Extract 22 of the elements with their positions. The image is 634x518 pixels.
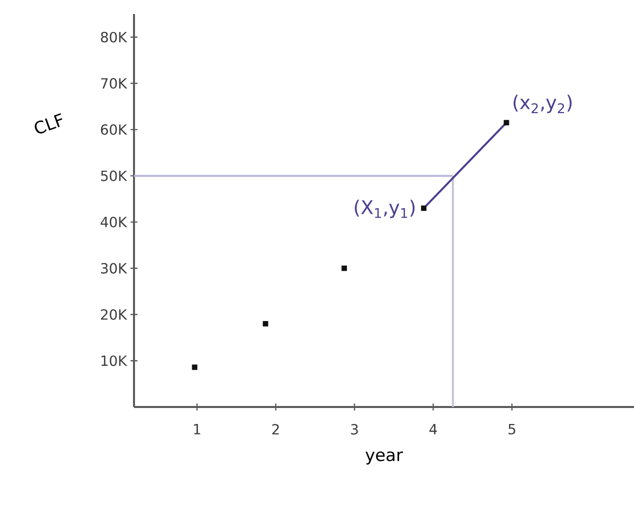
y-tick-label: 70K: [101, 78, 128, 89]
y-tick-label: 80K: [100, 32, 128, 42]
y-tick-label: 60K: [100, 124, 128, 135]
point: [421, 205, 426, 211]
point: [504, 120, 510, 126]
point: [262, 321, 268, 326]
x-tick-label: 5: [508, 424, 516, 434]
y-axis-title: CLF: [34, 113, 62, 134]
annotation: (x$_{2}$,y$_{2}$): [514, 94, 572, 114]
x-tick-label: 3: [351, 424, 358, 435]
y-tick-label: 20K: [100, 309, 128, 320]
point: [192, 364, 198, 370]
y-tick-label: 50K: [101, 170, 128, 182]
x-tick-label: 4: [429, 424, 437, 434]
y-tick-label: 40K: [100, 216, 128, 228]
annotation: (X$_{1}$,y$_{1}$): [354, 200, 415, 218]
x-tick-label: 2: [272, 424, 279, 434]
y-tick-label: 10K: [102, 355, 128, 366]
y-tick-label: 30K: [101, 262, 128, 274]
x-axis-title: year: [366, 451, 403, 465]
x-tick-label: 1: [194, 424, 200, 434]
point: [342, 266, 347, 271]
